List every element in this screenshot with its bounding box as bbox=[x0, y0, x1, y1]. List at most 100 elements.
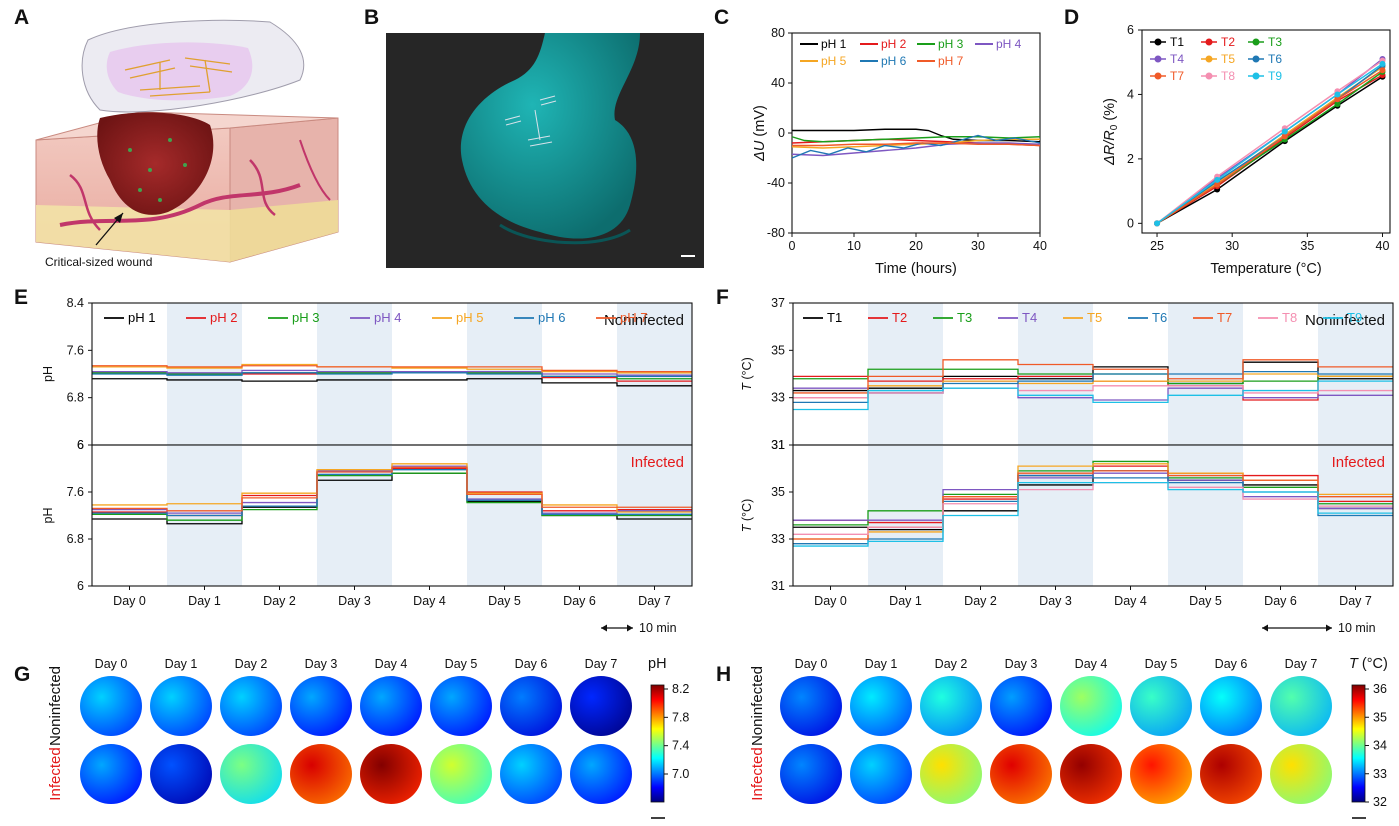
data-point-T9 bbox=[1334, 91, 1341, 98]
legend-label: pH 2 bbox=[881, 37, 907, 51]
wound-annotation: Critical-sized wound bbox=[45, 255, 152, 269]
y-tick-label: 31 bbox=[771, 438, 785, 452]
plot-frame-bottom bbox=[792, 444, 1394, 587]
heatmap-oval-noninfected-day-4 bbox=[1060, 676, 1122, 736]
x-tick-label: Day 1 bbox=[889, 594, 922, 608]
column-header: Day 6 bbox=[1215, 657, 1248, 671]
x-tick-label: Day 6 bbox=[563, 594, 596, 608]
data-point-T9 bbox=[1379, 60, 1386, 67]
data-point-T9 bbox=[1281, 128, 1288, 135]
y-axis-label-bottom: pH bbox=[41, 508, 55, 524]
legend-marker bbox=[1252, 55, 1260, 63]
day-shade bbox=[868, 445, 943, 586]
step-line-top-pH-4 bbox=[92, 369, 692, 376]
y-tick-label: 7.6 bbox=[67, 485, 84, 499]
step-line-top-T1 bbox=[793, 361, 1393, 392]
legend-label: pH 1 bbox=[821, 37, 847, 51]
y-tick-label: 8.4 bbox=[67, 296, 84, 310]
heatmap-oval-infected-day-6 bbox=[1200, 744, 1262, 804]
plot-frame bbox=[1141, 29, 1391, 234]
colorbar-tick-label: 32 bbox=[1373, 795, 1387, 809]
step-line-top-T8 bbox=[793, 385, 1393, 399]
legend-label: T8 bbox=[1221, 69, 1235, 83]
x-tick-label: 10 bbox=[847, 239, 861, 253]
y-tick-label: 40 bbox=[771, 76, 785, 90]
x-tick-label: Day 2 bbox=[964, 594, 997, 608]
heatmap-oval-infected-day-4 bbox=[1060, 744, 1122, 804]
legend-label: T4 bbox=[1022, 310, 1037, 325]
x-tick-label: Day 7 bbox=[638, 594, 671, 608]
series-line-pH-4 bbox=[791, 142, 1041, 157]
day-shade bbox=[467, 445, 542, 586]
x-tick-label: Day 0 bbox=[113, 594, 146, 608]
colorbar-tick-label: 33 bbox=[1373, 767, 1387, 781]
legend-label: pH 5 bbox=[456, 310, 483, 325]
legend-label: pH 4 bbox=[374, 310, 401, 325]
y-tick-label: 0 bbox=[778, 126, 785, 140]
x-tick-label: Day 7 bbox=[1339, 594, 1372, 608]
legend-label: pH 6 bbox=[538, 310, 565, 325]
step-line-bottom-pH-7 bbox=[92, 466, 692, 512]
legend-marker bbox=[1205, 72, 1213, 80]
legend-label: pH 1 bbox=[128, 310, 155, 325]
column-header: Day 5 bbox=[1145, 657, 1178, 671]
column-header: Day 3 bbox=[1005, 657, 1038, 671]
y-tick-label: 35 bbox=[771, 485, 785, 499]
heatmap-oval-infected-day-1 bbox=[150, 744, 212, 804]
chart-g: Day 0 Day 1 Day 2 Day 3 Day 4 Day 5 Day 6 Day 7… bbox=[47, 656, 689, 819]
legend-marker bbox=[1154, 38, 1162, 46]
step-line-top-T9 bbox=[793, 380, 1393, 411]
day-shade bbox=[868, 303, 943, 445]
chart-h: Day 0 Day 1 Day 2 Day 3 Day 4 Day 5 Day 6 Day 7… bbox=[749, 656, 1388, 819]
step-line-top-pH-6 bbox=[92, 372, 692, 378]
data-point-T7 bbox=[1214, 181, 1221, 188]
y-tick-label: -40 bbox=[767, 176, 785, 190]
legend-marker bbox=[1205, 55, 1213, 63]
panel-label-a: A bbox=[14, 6, 29, 29]
y-tick-label: 6 bbox=[1127, 23, 1134, 37]
x-tick-label: Day 4 bbox=[413, 594, 446, 608]
series-line-pH-7 bbox=[792, 142, 1041, 147]
x-tick-label: Day 6 bbox=[1264, 594, 1297, 608]
step-line-top-pH-7 bbox=[92, 365, 692, 373]
x-tick-label: Day 2 bbox=[263, 594, 296, 608]
y-tick-label: 2 bbox=[1127, 152, 1134, 166]
y-tick-label: 6 bbox=[77, 579, 84, 593]
x-tick-label: 30 bbox=[1225, 239, 1239, 253]
heatmap-oval-noninfected-day-6 bbox=[1200, 676, 1262, 736]
row-label-infected: Infected bbox=[47, 747, 64, 800]
y-tick-label: 0 bbox=[1127, 216, 1134, 230]
heatmap-oval-noninfected-day-2 bbox=[220, 676, 282, 736]
heatmap-oval-infected-day-5 bbox=[430, 744, 492, 804]
x-tick-label: Day 3 bbox=[338, 594, 371, 608]
x-tick-label: 25 bbox=[1150, 239, 1164, 253]
day-shade bbox=[317, 445, 392, 586]
panel-label-g: G bbox=[14, 663, 30, 686]
x-axis-label: Temperature (°C) bbox=[1210, 261, 1321, 277]
legend-marker bbox=[1154, 72, 1162, 80]
x-tick-label: 40 bbox=[1376, 239, 1390, 253]
condition-tag-bottom: Infected bbox=[631, 454, 684, 471]
heatmap-oval-noninfected-day-1 bbox=[850, 676, 912, 736]
y-axis-label: ΔU (mV) bbox=[752, 105, 768, 162]
y-axis-label-top: pH bbox=[41, 366, 55, 382]
colorbar-tick-label: 34 bbox=[1373, 739, 1387, 753]
step-line-top-T7 bbox=[793, 359, 1393, 394]
y-tick-label: 4 bbox=[1127, 87, 1134, 101]
legend-label: T5 bbox=[1087, 310, 1102, 325]
colorbar-tick-label: 35 bbox=[1373, 710, 1387, 724]
y-tick-label: 31 bbox=[771, 579, 785, 593]
legend-label: T9 bbox=[1268, 69, 1282, 83]
heatmap-oval-noninfected-day-3 bbox=[990, 676, 1052, 736]
legend-label: pH 6 bbox=[881, 54, 907, 68]
x-tick-label: 30 bbox=[971, 239, 985, 253]
y-tick-label: 6.8 bbox=[67, 391, 84, 405]
heatmap-oval-infected-day-7 bbox=[570, 744, 632, 804]
colorbar-tick-label: 36 bbox=[1373, 682, 1387, 696]
legend-label: pH 3 bbox=[938, 37, 964, 51]
y-tick-label: 33 bbox=[771, 391, 785, 405]
column-header: Day 7 bbox=[1285, 657, 1318, 671]
legend-label: T7 bbox=[1217, 310, 1232, 325]
y-tick-label: 6.8 bbox=[67, 532, 84, 546]
x-tick-label: Day 1 bbox=[188, 594, 221, 608]
